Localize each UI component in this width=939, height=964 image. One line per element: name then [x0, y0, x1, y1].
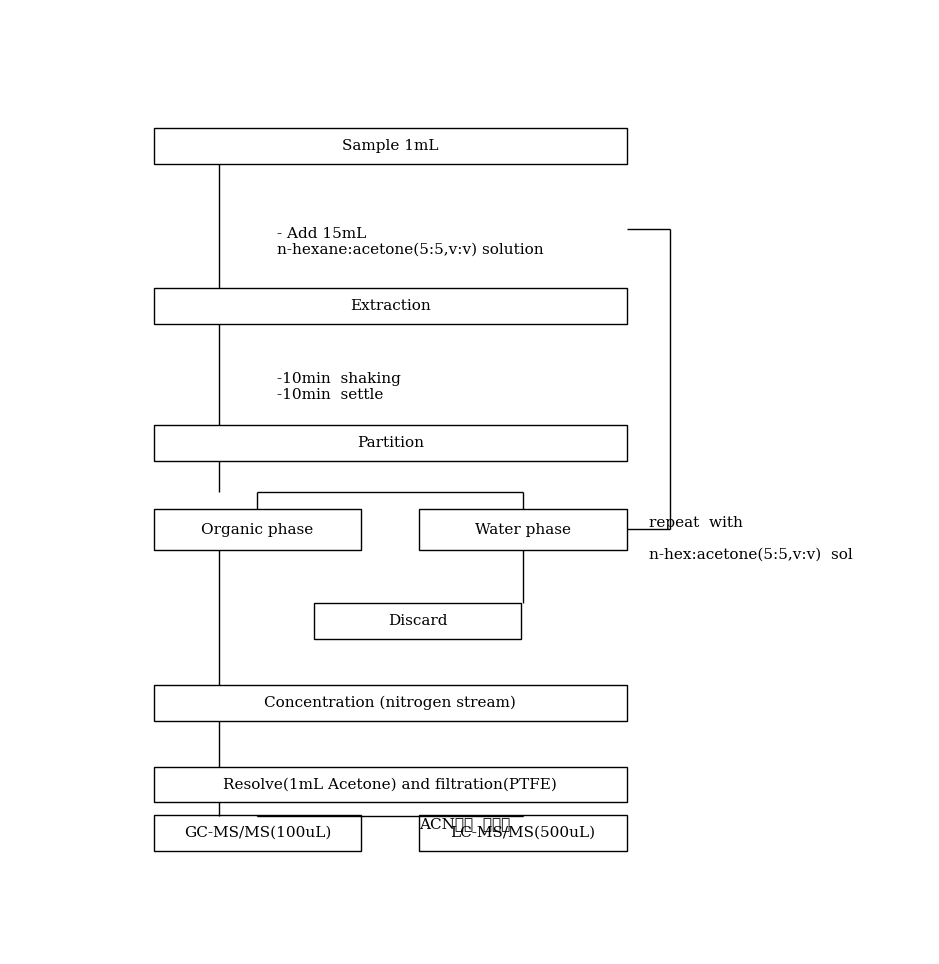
Text: Organic phase: Organic phase — [201, 522, 314, 537]
Text: - Add 15mL
n-hexane:acetone(5:5,v:v) solution: - Add 15mL n-hexane:acetone(5:5,v:v) sol… — [278, 227, 544, 257]
Text: Discard: Discard — [388, 614, 447, 629]
Text: Concentration (nitrogen stream): Concentration (nitrogen stream) — [265, 696, 516, 710]
Bar — [420, 815, 627, 850]
Bar — [154, 288, 627, 324]
Text: repeat  with

n-hex:acetone(5:5,v:v)  sol: repeat with n-hex:acetone(5:5,v:v) sol — [649, 516, 853, 562]
Text: Water phase: Water phase — [475, 522, 571, 537]
Bar — [314, 603, 521, 639]
Text: Partition: Partition — [357, 436, 423, 450]
Bar — [420, 509, 627, 549]
Text: Resolve(1mL Acetone) and filtration(PTFE): Resolve(1mL Acetone) and filtration(PTFE… — [223, 778, 557, 791]
Bar — [154, 815, 362, 850]
Text: GC-MS/MS(100uL): GC-MS/MS(100uL) — [184, 826, 331, 840]
Text: -10min  shaking
-10min  settle: -10min shaking -10min settle — [278, 371, 401, 402]
Bar — [154, 425, 627, 461]
Bar — [154, 509, 362, 549]
Bar — [154, 685, 627, 721]
Bar — [154, 766, 627, 802]
Text: Extraction: Extraction — [350, 299, 431, 312]
Text: Sample 1mL: Sample 1mL — [342, 139, 439, 153]
Bar — [154, 128, 627, 164]
Text: ACN으로  재용해: ACN으로 재용해 — [420, 817, 511, 831]
Text: LC-MS/MS(500uL): LC-MS/MS(500uL) — [451, 826, 595, 840]
